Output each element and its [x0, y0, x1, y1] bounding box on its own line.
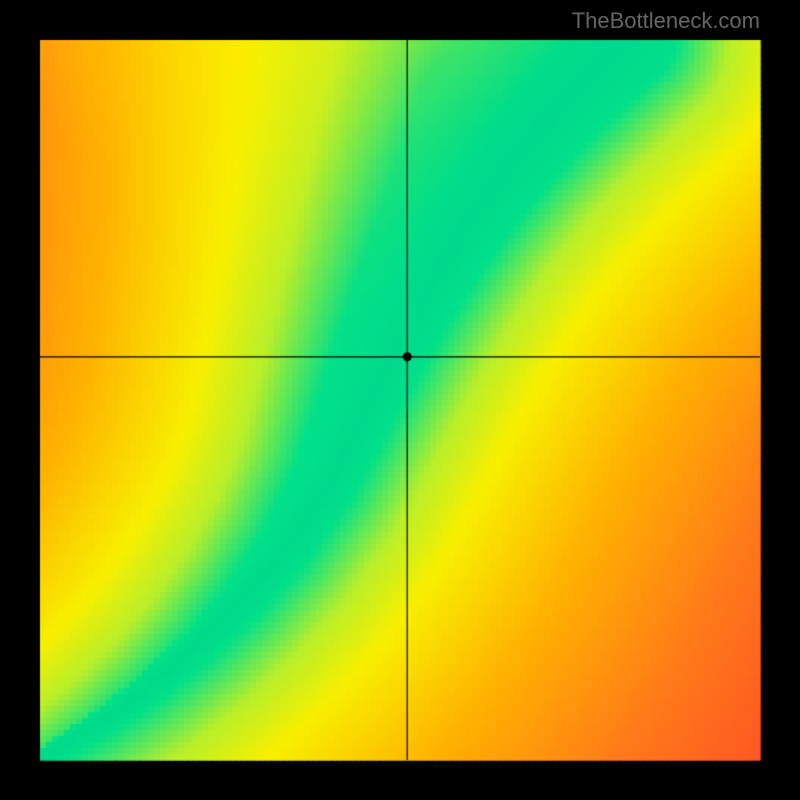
- watermark-text: TheBottleneck.com: [572, 8, 760, 34]
- bottleneck-heatmap: [0, 0, 800, 800]
